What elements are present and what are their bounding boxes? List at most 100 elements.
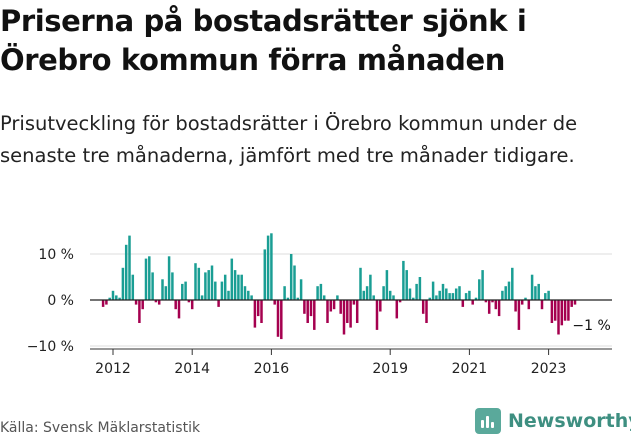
bar bbox=[352, 300, 356, 305]
bar bbox=[540, 300, 544, 310]
chart-title: Priserna på bostadsrätter sjönk i Örebro… bbox=[0, 4, 527, 77]
bar bbox=[573, 300, 577, 305]
bar bbox=[448, 293, 451, 300]
bar bbox=[372, 295, 375, 300]
logo-mark-icon bbox=[475, 408, 501, 434]
bar bbox=[478, 279, 481, 300]
bar bbox=[530, 274, 534, 300]
latest-value-annotation: −1 % bbox=[572, 318, 610, 334]
bar bbox=[115, 295, 118, 300]
bar bbox=[474, 297, 478, 300]
bar bbox=[256, 300, 260, 317]
x-tick-label: 2014 bbox=[174, 361, 210, 377]
bar bbox=[547, 290, 550, 300]
bar bbox=[418, 277, 422, 300]
bar bbox=[190, 300, 194, 310]
bar bbox=[220, 281, 224, 300]
bar bbox=[524, 297, 527, 300]
bar bbox=[517, 300, 521, 330]
bar bbox=[471, 300, 474, 305]
x-tick-label: 2012 bbox=[95, 361, 131, 377]
bar bbox=[435, 295, 438, 300]
bar bbox=[101, 300, 105, 307]
bar bbox=[161, 279, 164, 300]
bar bbox=[299, 279, 303, 300]
bar bbox=[428, 297, 432, 300]
bar bbox=[553, 300, 557, 321]
bar bbox=[108, 297, 111, 300]
bar bbox=[527, 300, 531, 310]
axes bbox=[90, 299, 612, 355]
bar bbox=[322, 295, 326, 300]
bar bbox=[514, 300, 517, 312]
bar bbox=[382, 286, 385, 300]
grid-lines bbox=[90, 253, 612, 347]
bar bbox=[336, 295, 339, 300]
bar bbox=[369, 274, 372, 300]
bar bbox=[359, 267, 362, 300]
bar bbox=[438, 290, 441, 300]
bar bbox=[194, 263, 197, 300]
bar bbox=[355, 300, 359, 323]
bar bbox=[379, 300, 382, 312]
bar bbox=[332, 300, 336, 310]
bar bbox=[326, 300, 329, 323]
bar bbox=[223, 274, 227, 300]
bar bbox=[230, 258, 234, 300]
bar bbox=[504, 286, 507, 300]
bar bbox=[570, 300, 573, 307]
bar bbox=[151, 272, 154, 300]
bar bbox=[240, 274, 243, 300]
x-tick-label: 2021 bbox=[452, 361, 488, 377]
bar bbox=[557, 300, 560, 335]
bar bbox=[200, 295, 204, 300]
bar bbox=[273, 300, 276, 305]
bar bbox=[537, 283, 540, 300]
bar bbox=[431, 281, 435, 300]
bar bbox=[451, 293, 455, 300]
bar bbox=[174, 300, 177, 310]
bar bbox=[362, 290, 366, 300]
bar bbox=[339, 300, 342, 314]
bar bbox=[563, 300, 567, 321]
bar bbox=[365, 286, 369, 300]
logo-text: Newsworthy bbox=[508, 410, 631, 432]
bar bbox=[134, 300, 138, 305]
bar bbox=[329, 300, 333, 312]
bar bbox=[266, 235, 270, 300]
bar bbox=[289, 254, 293, 300]
bar bbox=[280, 300, 283, 340]
bar bbox=[148, 256, 151, 300]
x-tick-label: 2023 bbox=[531, 361, 567, 377]
bar bbox=[197, 267, 201, 300]
bar bbox=[118, 297, 121, 300]
bar bbox=[105, 300, 108, 305]
bar bbox=[425, 300, 428, 323]
bar bbox=[385, 270, 389, 300]
bar bbox=[550, 300, 554, 323]
bar bbox=[184, 281, 187, 300]
bar bbox=[293, 265, 296, 300]
bar bbox=[458, 286, 461, 300]
bar bbox=[313, 300, 316, 330]
bar bbox=[250, 295, 253, 300]
x-tick-label: 2019 bbox=[372, 361, 408, 377]
bar bbox=[520, 300, 524, 305]
bar bbox=[286, 297, 290, 300]
bar bbox=[138, 300, 141, 323]
bar bbox=[408, 288, 412, 300]
bar bbox=[260, 300, 263, 323]
source-note: Källa: Svensk Mäklarstatistik bbox=[0, 420, 201, 436]
bar bbox=[214, 281, 217, 300]
bar bbox=[392, 295, 395, 300]
bar bbox=[567, 300, 570, 321]
bar bbox=[204, 272, 207, 300]
bar bbox=[124, 244, 128, 300]
bar bbox=[217, 300, 220, 307]
bar bbox=[349, 300, 352, 328]
bar bbox=[405, 270, 408, 300]
bar bbox=[415, 283, 418, 300]
bar bbox=[342, 300, 346, 335]
bar bbox=[398, 300, 402, 303]
bar bbox=[171, 272, 174, 300]
